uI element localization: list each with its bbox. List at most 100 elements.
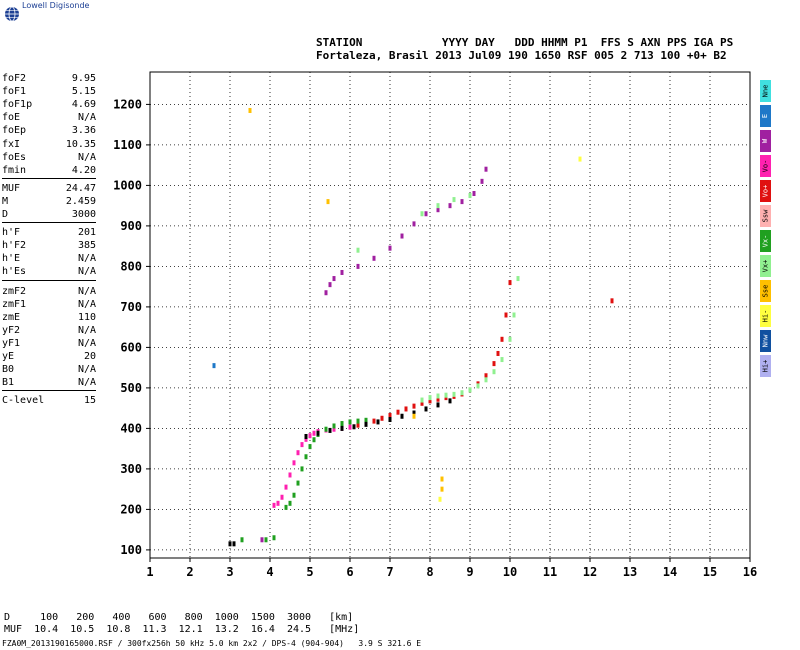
data-point (508, 280, 512, 286)
param-name: foEp (2, 125, 27, 137)
muf-row: MUF 10.4 10.5 10.8 11.3 12.1 13.2 16.4 2… (4, 624, 360, 635)
param-row: B0 N/A (2, 363, 96, 376)
param-value: 201 (77, 227, 96, 239)
data-point (352, 424, 356, 430)
plot-frame (149, 71, 751, 559)
data-point (356, 247, 360, 253)
data-point (436, 207, 440, 213)
data-point (500, 357, 504, 363)
legend-item: W (760, 130, 771, 152)
data-point (284, 504, 288, 510)
param-name: D (2, 209, 9, 220)
param-name: h'Es (2, 266, 27, 278)
param-name: C-level (2, 395, 45, 407)
data-point (412, 403, 416, 409)
param-separator (2, 279, 96, 281)
legend-item: Vo+ (760, 180, 771, 202)
data-point (500, 336, 504, 342)
data-point (304, 436, 308, 442)
x-tick-label: 5 (306, 565, 313, 579)
header-line-2: Fortaleza, Brasil 2013 Jul09 190 1650 RS… (316, 49, 727, 62)
data-point (316, 430, 320, 436)
data-point (324, 290, 328, 296)
data-point (348, 424, 352, 430)
data-point (340, 425, 344, 431)
legend-label: Vo+ (761, 184, 770, 198)
header-line-1: STATION YYYY DAY DDD HHMM P1 FFS S AXN P… (316, 36, 734, 49)
y-tick-label: 900 (120, 219, 142, 233)
data-point (492, 369, 496, 375)
data-point (388, 245, 392, 251)
x-tick-label: 15 (703, 565, 717, 579)
data-point (578, 156, 582, 162)
distance-row: D 100 200 400 600 800 1000 1500 3000 [km… (4, 612, 354, 623)
data-point (412, 410, 416, 416)
param-row: yF2 N/A (2, 324, 96, 337)
x-tick-label: 11 (543, 565, 557, 579)
data-point (376, 419, 380, 425)
data-point (272, 502, 276, 508)
data-point (388, 412, 392, 418)
data-point (452, 197, 456, 203)
legend-label: Vx- (761, 234, 770, 248)
x-tick-label: 1 (146, 565, 153, 579)
param-name: fxI (2, 138, 21, 150)
legend-label: Vx+ (761, 259, 770, 273)
param-value: N/A (77, 266, 96, 278)
data-point (496, 350, 500, 356)
data-point (448, 203, 452, 209)
data-point (326, 199, 330, 205)
param-value: N/A (77, 285, 96, 297)
legend-label: Nne (761, 84, 770, 98)
param-row: yE 20 (2, 350, 96, 363)
data-point (308, 444, 312, 450)
data-point (304, 434, 308, 439)
data-point (348, 419, 352, 425)
param-row: foEp 3.36 (2, 124, 96, 137)
data-point (420, 400, 424, 406)
data-point (516, 276, 520, 282)
param-row: B1 N/A (2, 376, 96, 389)
y-tick-label: 500 (120, 381, 142, 395)
data-point (476, 383, 480, 389)
data-point (396, 409, 400, 415)
data-point (448, 398, 452, 404)
legend-label: Ssw (761, 209, 770, 223)
data-point (480, 178, 484, 184)
data-point (460, 199, 464, 205)
param-row: M 2.459 (2, 195, 96, 208)
param-value: 5.15 (71, 86, 96, 98)
param-value: 4.69 (71, 99, 96, 111)
data-point (424, 406, 428, 412)
param-row: h'Es N/A (2, 265, 96, 278)
data-point (328, 427, 332, 433)
param-value: 15 (83, 395, 96, 407)
data-point (364, 421, 368, 427)
x-tick-label: 6 (346, 565, 353, 579)
y-tick-label: 300 (120, 462, 142, 476)
param-value: 110 (77, 311, 96, 323)
legend-label: Hi- (761, 309, 770, 323)
param-row: h'F 201 (2, 226, 96, 239)
param-value: N/A (77, 337, 96, 349)
y-tick-label: 600 (120, 340, 142, 354)
param-name: B1 (2, 377, 15, 389)
param-row: MUF 24.47 (2, 182, 96, 195)
data-point (332, 423, 336, 429)
data-point (468, 387, 472, 393)
param-name: zmF2 (2, 285, 27, 297)
data-point (272, 535, 276, 541)
param-row: C-level 15 (2, 394, 96, 407)
param-row: foEs N/A (2, 151, 96, 164)
data-point (484, 166, 488, 172)
data-point (372, 418, 376, 424)
data-point (308, 433, 312, 439)
data-point (300, 442, 304, 448)
data-point (304, 454, 308, 460)
x-tick-label: 13 (623, 565, 637, 579)
param-name: foF2 (2, 73, 27, 84)
data-point (400, 233, 404, 239)
param-name: h'F2 (2, 240, 27, 252)
param-name: foF1p (2, 99, 33, 111)
